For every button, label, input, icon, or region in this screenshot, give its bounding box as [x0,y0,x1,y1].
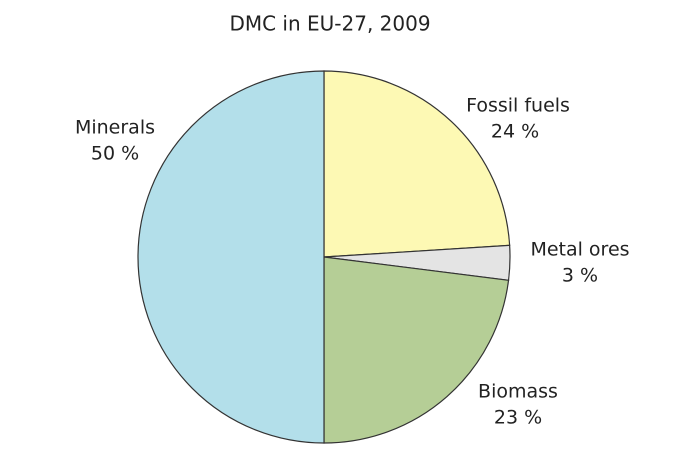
slice-value-label: 23 % [494,407,542,429]
chart-title: DMC in EU-27, 2009 [229,12,430,36]
pie-slice [323,256,510,444]
slice-label: Metal ores [530,239,629,261]
pie-slice [323,70,511,258]
slice-label: Fossil fuels [466,95,570,117]
slice-value-label: 50 % [91,143,139,165]
pie-slice [137,70,325,444]
slice-label: Biomass [478,381,558,403]
slice-value-label: 3 % [562,265,598,287]
slice-label: Minerals [75,117,155,139]
slice-value-label: 24 % [491,121,539,143]
